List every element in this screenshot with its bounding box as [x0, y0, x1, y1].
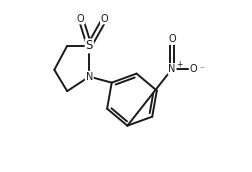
Text: ⁻: ⁻	[199, 65, 204, 74]
Text: N: N	[168, 64, 176, 74]
Text: S: S	[86, 39, 93, 52]
Text: +: +	[176, 60, 182, 69]
Text: O: O	[190, 64, 197, 74]
Text: O: O	[168, 34, 176, 44]
Text: O: O	[101, 14, 109, 24]
Text: N: N	[86, 72, 93, 82]
Text: O: O	[77, 14, 85, 24]
